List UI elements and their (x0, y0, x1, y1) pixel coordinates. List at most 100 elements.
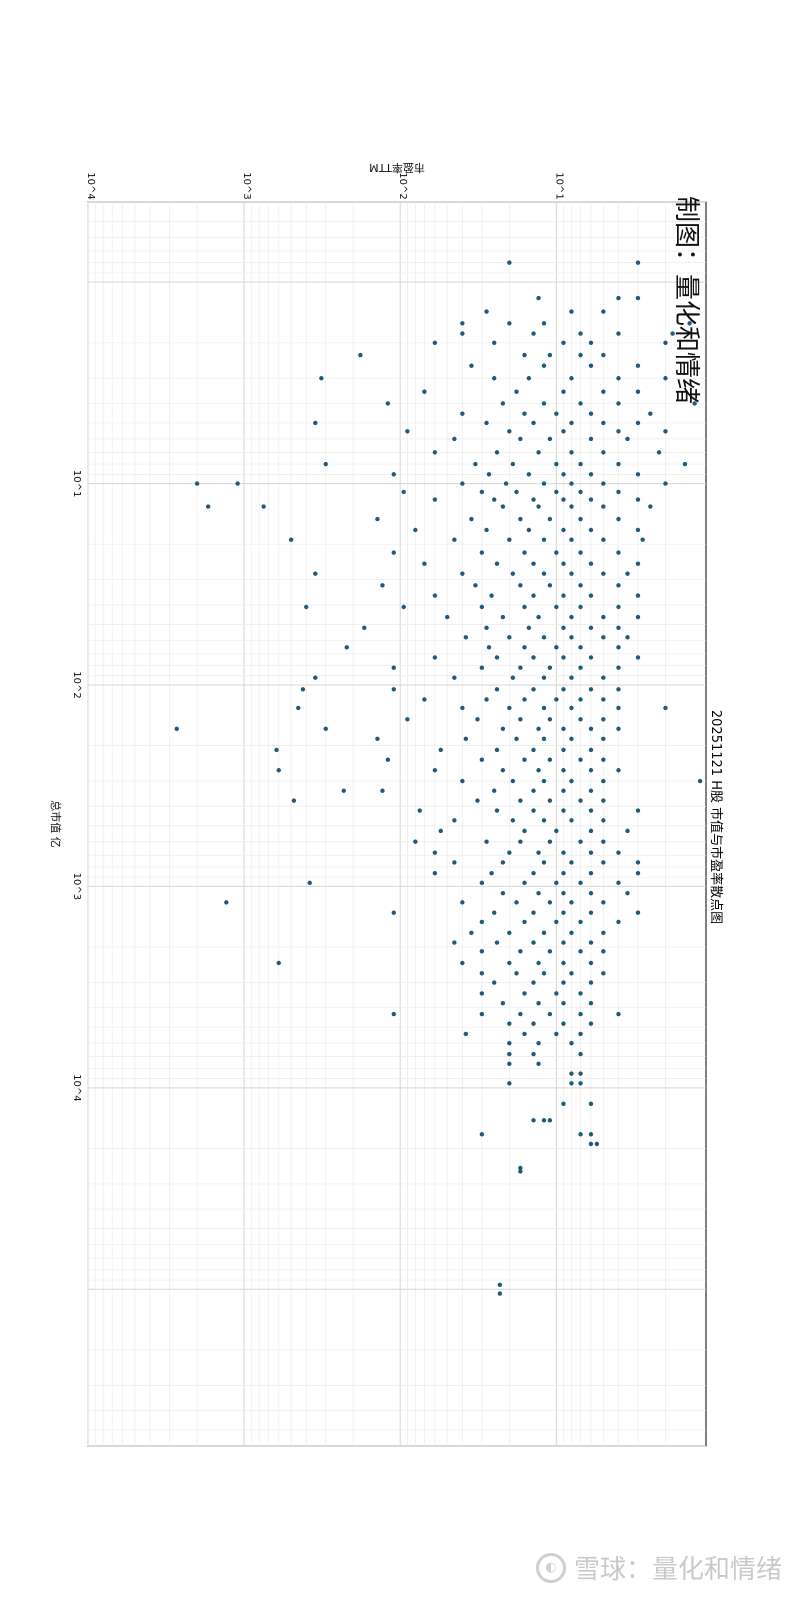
data-point (635, 614, 641, 620)
data-point (479, 919, 485, 925)
snowball-logo-icon: ◐ (535, 1552, 566, 1583)
data-point (588, 726, 594, 732)
data-point (438, 747, 443, 753)
data-point (616, 489, 621, 495)
data-point (500, 1001, 506, 1006)
data-point (536, 450, 541, 455)
data-point (432, 497, 438, 502)
data-point (561, 1021, 566, 1026)
data-point (541, 1118, 547, 1123)
data-point (547, 949, 553, 954)
data-point (648, 504, 653, 509)
data-point (445, 614, 450, 620)
data-point (479, 1132, 485, 1137)
data-point (601, 798, 606, 803)
data-point (569, 571, 574, 576)
data-point (578, 991, 583, 996)
data-point (486, 645, 492, 650)
data-point (569, 675, 574, 680)
data-point (522, 828, 527, 834)
data-point (588, 940, 594, 945)
data-point (588, 472, 594, 477)
data-point (500, 401, 506, 406)
data-point (569, 818, 574, 823)
data-point (341, 788, 346, 793)
data-point (588, 436, 594, 442)
data-point (494, 561, 500, 566)
data-point (578, 550, 583, 555)
data-point (489, 871, 494, 876)
data-point (518, 583, 523, 588)
data-point (494, 747, 500, 753)
data-point (601, 930, 606, 936)
data-point (422, 697, 427, 702)
data-point (507, 705, 512, 711)
data-point (594, 1141, 600, 1147)
data-point (288, 537, 294, 542)
data-point (522, 880, 527, 886)
data-point (432, 593, 438, 598)
data-point (588, 527, 594, 533)
data-point (514, 900, 519, 905)
data-point (541, 675, 547, 680)
data-point (601, 481, 606, 486)
data-point (578, 516, 583, 522)
data-point (625, 571, 630, 576)
data-point (518, 665, 523, 670)
data-point (276, 768, 281, 773)
data-point (578, 1071, 583, 1076)
data-point (569, 705, 574, 711)
data-point (561, 429, 566, 434)
data-point (460, 705, 465, 711)
data-point (635, 593, 641, 598)
y-tick-label: 10^4 (85, 172, 96, 199)
data-point (507, 1021, 512, 1026)
data-point (507, 930, 512, 936)
data-point (578, 757, 583, 762)
data-point (541, 363, 547, 368)
data-point (561, 472, 566, 477)
x-tick-label: 10^4 (71, 1074, 82, 1101)
data-point (569, 1071, 574, 1076)
data-point (541, 736, 547, 742)
data-point (479, 1011, 485, 1017)
data-point (588, 980, 594, 985)
data-point (561, 561, 566, 566)
x-tick-label: 10^1 (71, 470, 82, 497)
data-point (432, 768, 438, 773)
data-point (569, 900, 574, 905)
data-point (518, 798, 523, 803)
data-point (432, 850, 438, 855)
data-point (588, 687, 594, 692)
data-point (616, 919, 621, 925)
data-point (601, 614, 606, 620)
data-point (588, 363, 594, 368)
data-point (486, 472, 492, 477)
data-point (635, 363, 641, 368)
data-point (531, 747, 536, 753)
data-point (526, 376, 532, 381)
data-point (663, 340, 668, 345)
data-point (554, 461, 559, 467)
data-point (578, 949, 583, 954)
data-point (385, 401, 391, 406)
data-point (313, 675, 318, 680)
data-point (531, 940, 536, 945)
data-point (531, 687, 536, 692)
data-point (601, 420, 606, 426)
data-point (588, 655, 594, 660)
data-point (531, 1021, 536, 1026)
chart-credit: 制图：量化和情绪 (671, 196, 701, 404)
data-point (510, 461, 516, 467)
data-point (588, 561, 594, 566)
data-point (663, 376, 668, 381)
data-point (547, 900, 553, 905)
data-point (469, 363, 474, 368)
data-point (601, 450, 606, 455)
data-point (656, 450, 662, 455)
data-point (460, 571, 465, 576)
data-point (518, 1011, 523, 1017)
data-point (547, 717, 553, 722)
data-point (479, 489, 485, 495)
data-point (518, 516, 523, 522)
